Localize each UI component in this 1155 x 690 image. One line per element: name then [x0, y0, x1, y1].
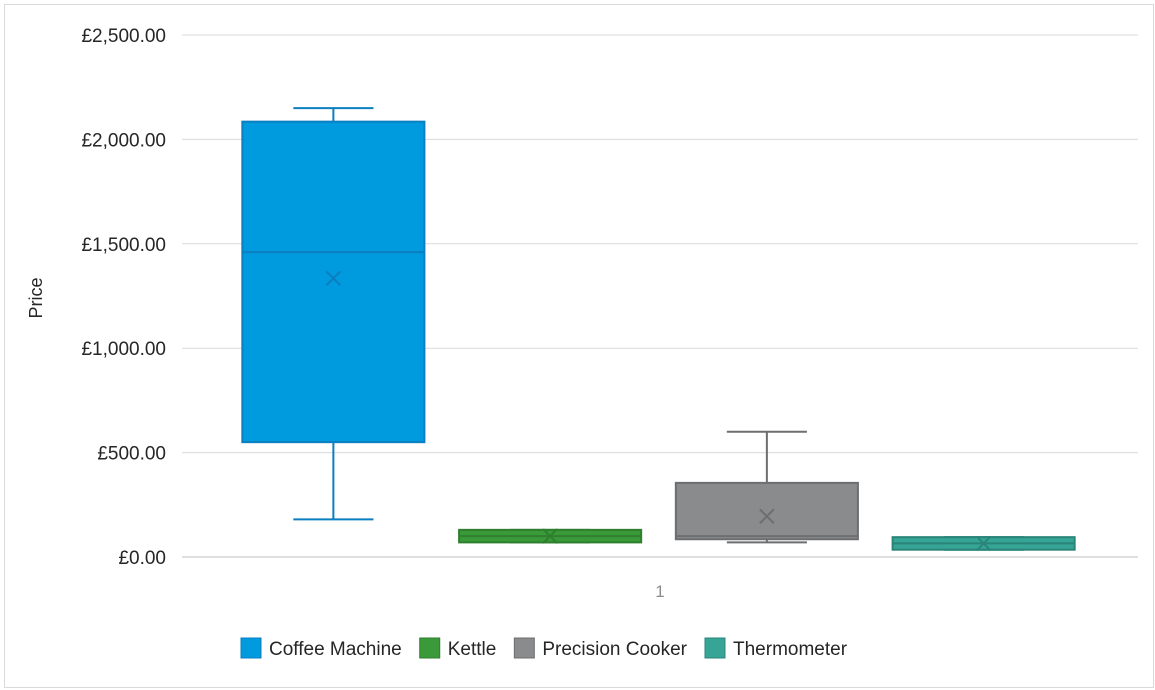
legend-swatch	[419, 637, 441, 659]
mean-marker	[975, 535, 992, 552]
y-tick-label: £1,500.00	[81, 235, 166, 256]
box-thermometer	[891, 535, 1076, 552]
category-label: 1	[655, 582, 664, 601]
y-tick-label: £500.00	[97, 444, 166, 465]
y-tick-label: £2,500.00	[81, 26, 166, 47]
box-coffee-machine	[241, 107, 426, 521]
y-tick-label: £0.00	[118, 548, 166, 569]
legend-item: Kettle	[419, 637, 497, 660]
mean-marker	[325, 270, 342, 286]
box-series	[241, 107, 1076, 552]
legend-item: Coffee Machine	[240, 637, 402, 660]
legend-item: Precision Cooker	[513, 637, 688, 660]
mean-marker	[759, 508, 775, 524]
legend-label: Coffee Machine	[269, 639, 402, 660]
legend-label: Precision Cooker	[542, 639, 687, 660]
legend: Coffee Machine Kettle Precision Cooker Ther…	[240, 637, 848, 660]
y-tick-label: £1,000.00	[81, 339, 166, 360]
legend-item: Thermometer	[704, 637, 848, 660]
y-tick-label: £2,000.00	[81, 130, 166, 151]
box-precision-cooker	[674, 430, 859, 544]
mean-marker	[542, 528, 558, 544]
legend-swatch	[513, 637, 535, 659]
iqr-box	[241, 120, 426, 444]
legend-label: Kettle	[448, 639, 497, 660]
y-tick-labels: £0.00 £500.00 £1,000.00 £1,500.00 £2,000.00 £…	[81, 26, 166, 569]
box-kettle	[458, 528, 643, 544]
y-axis-title: Price	[26, 277, 46, 318]
legend-swatch	[240, 637, 262, 659]
chart-frame	[4, 4, 1154, 688]
legend-label: Thermometer	[733, 639, 848, 660]
legend-swatch	[704, 637, 726, 659]
iqr-box	[674, 481, 859, 541]
